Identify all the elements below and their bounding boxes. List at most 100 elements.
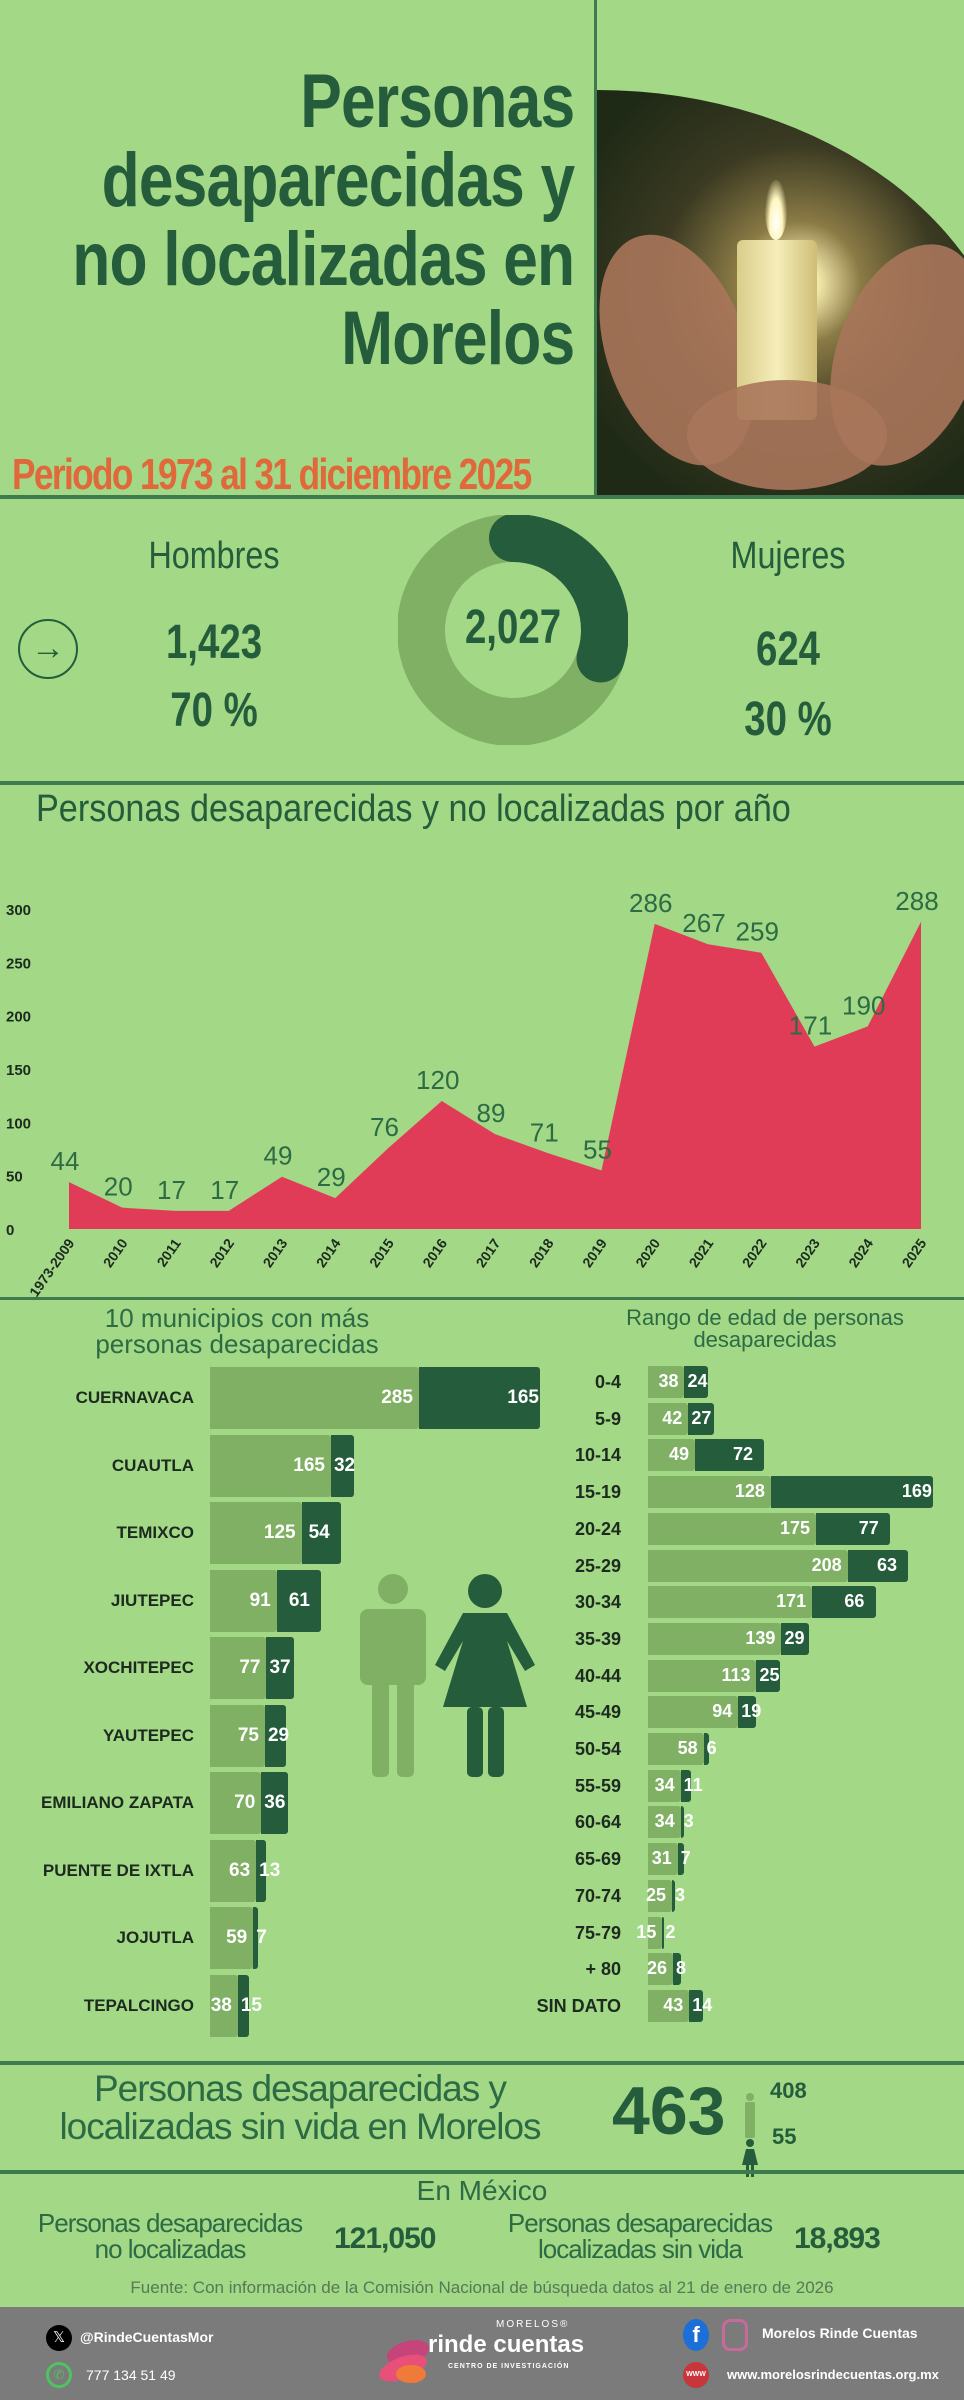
whatsapp-number[interactable]: 777 134 51 49 (86, 2367, 176, 2383)
bar-segment-women (680, 1806, 684, 1839)
cupped-hands (687, 380, 887, 490)
bar-segment-men (648, 1366, 685, 1398)
mexico-right-value: 18,893 (794, 2222, 881, 2255)
y-tick-label: 0 (6, 1222, 14, 1239)
bar-value-men: 49 (669, 1444, 690, 1465)
bar-value-men: 38 (658, 1371, 679, 1391)
x-logo-icon[interactable]: 𝕏 (46, 2325, 72, 2351)
bar-value-women: 29 (267, 1724, 290, 1746)
bar-value-men: 25 (645, 1884, 666, 1905)
data-label: 286 (629, 888, 672, 918)
bar-value-women: 66 (844, 1591, 865, 1612)
web-globe-icon[interactable]: WWW (683, 2362, 709, 2388)
sin-vida-men: 408 (770, 2078, 807, 2103)
bar-value-men: 128 (734, 1481, 765, 1502)
mexico-left-label: Personas desaparecidas no localizadas (20, 2210, 320, 2262)
bar-segment-women (672, 1953, 681, 1986)
bar-value-men: 63 (229, 1859, 251, 1881)
x-tick-label: 2023 (792, 1235, 823, 1270)
x-tick-label: 2020 (632, 1235, 663, 1270)
social-name[interactable]: Morelos Rinde Cuentas (762, 2325, 918, 2341)
bar-segment-women (418, 1367, 540, 1429)
bar-segment-men (648, 1402, 689, 1435)
arrow-right-icon[interactable]: → (18, 619, 78, 679)
gender-donut (398, 515, 628, 745)
bar-segment-women (684, 1366, 708, 1398)
x-tick-label: 2015 (366, 1235, 397, 1270)
bar-value-women: 11 (683, 1774, 703, 1795)
bar-value-women: 14 (692, 1994, 713, 2015)
instagram-icon[interactable] (722, 2319, 748, 2351)
category-label: + 80 (585, 1959, 621, 1980)
man-icon (745, 2093, 755, 2138)
bar-segment-men (210, 1502, 302, 1564)
bar-segment-women (677, 1843, 685, 1876)
logo-main-text: rinde cuentas (428, 2331, 585, 2358)
bar-segment-women (703, 1733, 710, 1765)
bar-segment-women (672, 1879, 675, 1912)
bar-segment-men (210, 1907, 254, 1969)
bar-segment-women (680, 1769, 692, 1802)
data-label: 76 (370, 1112, 399, 1142)
x-tick-label: 2010 (100, 1235, 131, 1270)
category-label: JOJUTLA (116, 1928, 194, 1947)
mexico-title: En México (416, 2175, 548, 2206)
x-tick-label: 2012 (206, 1235, 237, 1270)
title-line: Morelos (340, 296, 575, 381)
website-link[interactable]: www.morelosrindecuentas.org.mx (727, 2367, 939, 2382)
bar-value-women: 37 (269, 1657, 291, 1678)
bar-value-women: 27 (691, 1407, 712, 1428)
y-tick-label: 250 (6, 955, 31, 972)
category-label: PUENTE DE IXTLA (42, 1860, 194, 1880)
x-tick-label: 2018 (526, 1235, 557, 1270)
bar-value-women: 77 (858, 1517, 879, 1538)
bar-segment-women (266, 1637, 294, 1699)
x-tick-label: 2022 (739, 1235, 770, 1270)
x-handle[interactable]: @RindeCuentasMor (80, 2329, 214, 2345)
bar-value-men: 75 (237, 1724, 259, 1746)
bar-segment-men (648, 1659, 757, 1692)
category-label: 50-54 (574, 1739, 621, 1759)
bar-value-men: 171 (776, 1591, 807, 1612)
bar-segment-women (847, 1549, 909, 1582)
sin-vida-title-line: localizadas sin vida en Morelos (59, 2106, 541, 2147)
label-line: localizadas sin vida (537, 2234, 743, 2264)
label-line: Personas desaparecidas (507, 2208, 773, 2238)
total-count: 2,027 (464, 601, 562, 654)
bar-value-men: 175 (779, 1517, 810, 1538)
whatsapp-icon[interactable]: ✆ (46, 2362, 72, 2388)
source-note: Fuente: Con información de la Comisión N… (130, 2278, 834, 2297)
category-label: 70-74 (574, 1885, 621, 1906)
area-series (69, 921, 921, 1229)
bar-value-men: 70 (234, 1792, 256, 1813)
x-tick-label: 2016 (419, 1235, 450, 1270)
mexico-left-value: 121,050 (334, 2222, 436, 2255)
bar-value-women: 29 (784, 1627, 805, 1648)
bar-segment-women (264, 1704, 287, 1767)
bar-value-men: 125 (263, 1522, 296, 1543)
y-tick-label: 150 (6, 1062, 31, 1079)
bar-value-men: 58 (677, 1738, 698, 1758)
bar-segment-women (301, 1502, 342, 1564)
bar-value-women: 165 (507, 1387, 539, 1408)
bar-value-men: 15 (636, 1921, 657, 1942)
bar-segment-men (210, 1637, 267, 1699)
bar-segment-women (812, 1586, 876, 1619)
bar-value-men: 77 (239, 1657, 261, 1678)
candle-hands-image (594, 0, 964, 497)
bar-value-men: 34 (654, 1811, 675, 1832)
bar-segment-men (210, 1839, 257, 1902)
facebook-icon[interactable]: f (683, 2319, 709, 2351)
bar-segment-women (688, 1402, 715, 1435)
bar-value-women: 19 (741, 1701, 762, 1722)
bar-segment-women (689, 1989, 703, 2022)
logo-top-text: MORELOS® (496, 2319, 570, 2330)
category-label: TEPALCINGO (83, 1995, 194, 2015)
bar-segment-women (662, 1916, 665, 1949)
category-label: 5-9 (594, 1408, 621, 1429)
bar-value-women: 13 (259, 1859, 281, 1881)
bar-value-women: 8 (675, 1958, 686, 1979)
bar-value-men: 113 (721, 1664, 751, 1685)
category-label: 60-64 (574, 1812, 621, 1833)
mexico-right-label: Personas desaparecidas localizadas sin v… (480, 2210, 800, 2262)
